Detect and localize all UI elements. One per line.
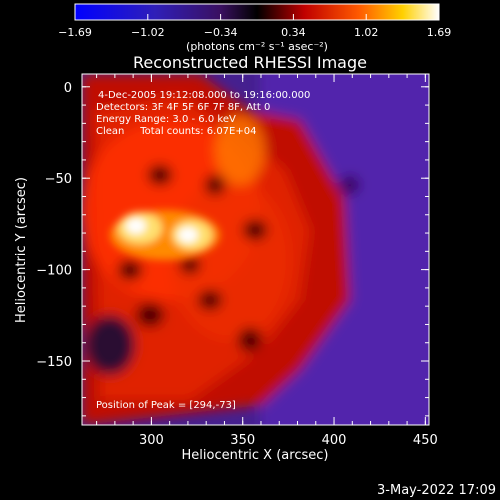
y-tick-label: −150 (36, 355, 72, 370)
annotation-peak-position: Position of Peak = [294,-73] (96, 400, 236, 411)
annotations: 4-Dec-2005 19:12:08.000 to 19:16:00.000 … (96, 90, 310, 411)
heatmap-image (82, 74, 429, 425)
x-tick-label: 400 (322, 433, 347, 448)
timestamp-footer: 3-May-2022 17:09 (377, 483, 496, 498)
colorbar-tick-label: −0.34 (204, 26, 238, 39)
colorbar-tick-label: −1.69 (58, 26, 92, 39)
chart-title: Reconstructed RHESSI Image (133, 53, 367, 72)
colorbar: −1.69 −1.02 −0.34 0.34 1.02 1.69 (photons cm⁻… (58, 3, 451, 53)
colorbar-strip (74, 3, 440, 21)
annotation-detectors: Detectors: 3F 4F 5F 6F 7F 8F, Att 0 (96, 102, 270, 113)
y-tick-label: −100 (36, 264, 72, 279)
x-axis: 300 350 400 450 (96, 74, 438, 448)
annotation-time-range: 4-Dec-2005 19:12:08.000 to 19:16:00.000 (98, 90, 310, 101)
y-axis-label: Heliocentric Y (arcsec) (14, 177, 29, 323)
y-axis: 0 −50 −100 −150 (36, 81, 429, 417)
x-tick-label: 300 (139, 433, 164, 448)
x-tick-label: 350 (230, 433, 255, 448)
x-axis-label: Heliocentric X (arcsec) (182, 448, 329, 463)
y-tick-label: 0 (64, 81, 72, 96)
colorbar-tick-label: −1.02 (131, 26, 165, 39)
colorbar-tick-label: 1.02 (354, 26, 379, 39)
colorbar-tick-label: 0.34 (281, 26, 306, 39)
colorbar-unit-label: (photons cm⁻² s⁻¹ asec⁻²) (186, 40, 328, 53)
colorbar-tick-label: 1.69 (427, 26, 452, 39)
annotation-energy-range: Energy Range: 3.0 - 6.0 keV (96, 114, 236, 125)
colorbar-ticks: −1.69 −1.02 −0.34 0.34 1.02 1.69 (58, 14, 451, 39)
annotation-clean-counts: Clean Total counts: 6.07E+04 (96, 126, 256, 137)
y-tick-label: −50 (45, 172, 72, 187)
x-tick-label: 450 (413, 433, 438, 448)
plot-frame (81, 73, 430, 426)
